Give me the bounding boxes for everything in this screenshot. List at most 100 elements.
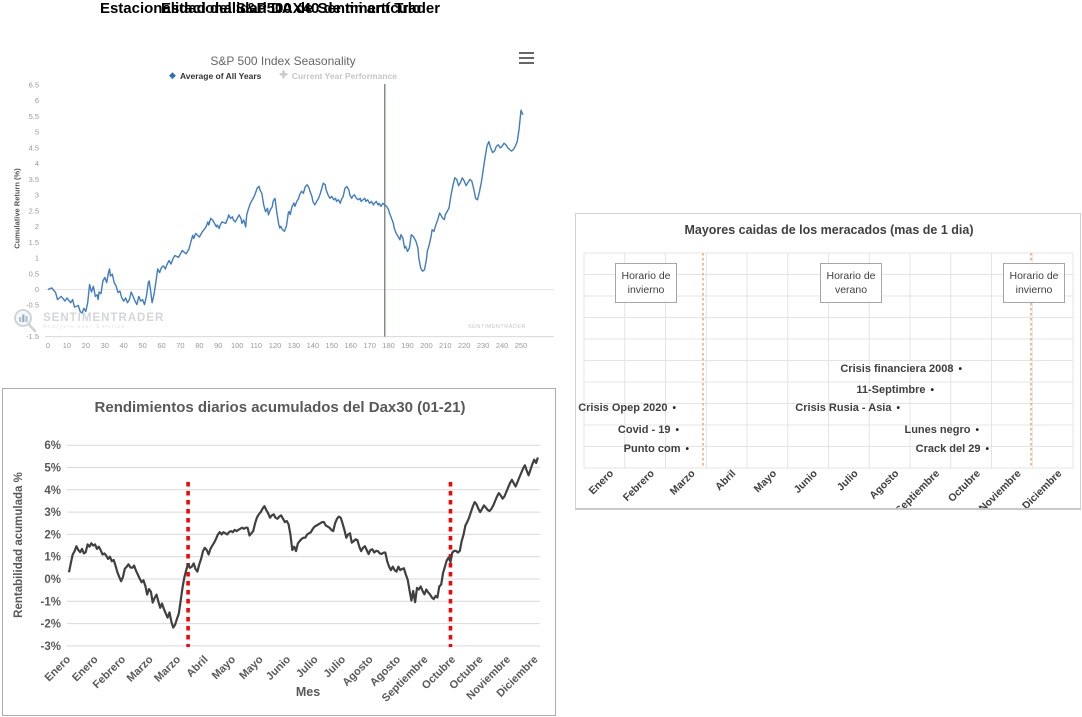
svg-text:200: 200 — [420, 341, 433, 350]
svg-text:170: 170 — [363, 341, 376, 350]
chart-menu-hamburger-icon[interactable] — [519, 52, 534, 64]
watermark-brand-text: SENTIMENTRADER — [43, 312, 165, 324]
crashes-month-label: Noviembre — [977, 468, 1024, 508]
crash-event-label: Covid - 19 — [617, 424, 671, 436]
crash-event-lunes-negro: Lunes negro • — [904, 424, 979, 436]
svg-text:130: 130 — [288, 341, 301, 350]
svg-text:240: 240 — [496, 341, 509, 350]
crash-event-label: Crisis financiera 2008 — [840, 363, 954, 375]
crashes-month-label: Agosto — [867, 468, 901, 502]
dax-month-label: Marzo — [125, 653, 156, 684]
sp500-chart-title: S&P 500 Index Seasonality — [210, 54, 356, 68]
magnifier-icon — [14, 309, 37, 333]
event-dot-icon: • — [672, 403, 676, 414]
svg-text:0.5: 0.5 — [29, 269, 39, 278]
season-box-horario-de-invierno: Horario de invierno — [615, 263, 677, 303]
dax-x-axis-label: Mes — [295, 685, 321, 699]
crashes-month-label: Julio — [835, 468, 861, 494]
dax-section-heading: Estacionalidad DAX40 de mi artículo — [160, 0, 422, 17]
crash-event-label: Crisis Rusia - Asia — [795, 402, 892, 414]
svg-text:220: 220 — [458, 341, 471, 350]
average-of-all-years-line — [47, 109, 524, 314]
crash-event-crack-del-29: Crack del 29 • — [916, 443, 989, 455]
crash-event-covid-19: Covid - 19 • — [618, 424, 679, 436]
dax-axes: 6%5%4%3%2%1%0%-1%-2%-3%EneroEneroFebrero… — [41, 440, 541, 704]
crash-event-label: Crack del 29 — [915, 443, 981, 455]
legend-item-average-of-all-years[interactable]: ◆ Average of All Years — [169, 70, 261, 81]
svg-text:1.5: 1.5 — [29, 238, 39, 247]
svg-text:1%: 1% — [44, 552, 61, 564]
svg-text:6.5: 6.5 — [29, 81, 39, 90]
svg-text:5.5: 5.5 — [29, 112, 39, 121]
sp500-plot-area: 6.5 6 5.5 5 4.5 4 3.5 3 2.5 2 1.5 1 0.5 0 -0.5 -1.5 0 10 2… — [26, 81, 554, 350]
crashes-month-label: Octubre — [946, 468, 983, 505]
svg-text:-2%: -2% — [41, 619, 61, 631]
crash-event-crisis-rusia-asia: Crisis Rusia - Asia • — [795, 402, 900, 414]
svg-text:120: 120 — [269, 341, 282, 350]
watermark-tagline-text: Analysis over Emotion — [43, 324, 127, 330]
svg-text:2%: 2% — [44, 529, 61, 541]
svg-text:5%: 5% — [44, 463, 61, 475]
svg-text:-3%: -3% — [41, 641, 61, 653]
crashes-month-label: Septiembre — [893, 468, 942, 508]
svg-text:0: 0 — [46, 341, 50, 350]
dax-chart-panel: Rendimientos diarios acumulados del Dax3… — [2, 388, 556, 716]
svg-text:4: 4 — [35, 159, 39, 168]
svg-text:6%: 6% — [44, 440, 61, 452]
svg-text:210: 210 — [439, 341, 452, 350]
svg-text:100: 100 — [231, 341, 244, 350]
dax-month-label: Julio — [294, 653, 321, 680]
crashes-month-label: Abril — [713, 468, 738, 493]
svg-text:0: 0 — [35, 285, 39, 294]
hamburger-bar — [519, 56, 534, 60]
sp500-section-heading: Estacionalidad del S&P500 de Sentiment T… — [99, 0, 441, 17]
crashes-month-label: Febrero — [621, 468, 657, 504]
svg-text:250: 250 — [515, 341, 528, 350]
svg-text:30: 30 — [101, 341, 109, 350]
svg-text:10: 10 — [63, 341, 71, 350]
svg-text:20: 20 — [82, 341, 90, 350]
svg-text:3%: 3% — [44, 507, 61, 519]
crashes-month-label: Enero — [587, 468, 617, 498]
market-crashes-panel: Mayores caidas de los meracados (mas de … — [575, 213, 1081, 510]
legend-item-current-year-performance[interactable]: ✚ Current Year Performance — [279, 70, 397, 81]
svg-text:150: 150 — [326, 341, 339, 350]
event-dot-icon: • — [930, 385, 934, 396]
event-dot-icon: • — [685, 444, 689, 455]
hamburger-bar — [519, 52, 534, 55]
svg-text:70: 70 — [176, 341, 184, 350]
dax-month-label: Enero — [43, 653, 74, 684]
crashes-month-label: Diciembre — [1020, 468, 1065, 508]
season-box-horario-de-verano: Horario de verano — [820, 263, 882, 303]
svg-text:80: 80 — [195, 341, 203, 350]
svg-text:180: 180 — [382, 341, 395, 350]
svg-text:-1%: -1% — [41, 596, 61, 608]
crashes-month-label: Junio — [792, 468, 820, 496]
svg-text:160: 160 — [344, 341, 357, 350]
crash-event-crisis-opep-2020: Crisis Opep 2020 • — [578, 402, 676, 414]
dax-month-label: Mayo — [210, 653, 239, 682]
event-dot-icon: • — [896, 403, 900, 414]
event-dot-icon: • — [675, 425, 679, 436]
svg-text:230: 230 — [477, 341, 490, 350]
svg-text:140: 140 — [307, 341, 320, 350]
svg-text:5: 5 — [35, 128, 39, 137]
diamond-marker-icon: ◆ — [169, 70, 176, 80]
crash-event-crisis-financiera-2008: Crisis financiera 2008 • — [840, 363, 962, 375]
corner-brand-text: SENTIMENTRADER — [467, 324, 526, 330]
crash-event-label: Lunes negro — [904, 424, 971, 436]
crash-event-label: Crisis Opep 2020 — [578, 402, 668, 414]
dax-month-label: Junio — [264, 653, 293, 682]
event-dot-icon: • — [985, 444, 989, 455]
dax-chart-title: Rendimientos diarios acumulados del Dax3… — [94, 399, 466, 416]
dax-month-label: Mayo — [237, 653, 266, 682]
dax-month-label: Abril — [184, 654, 210, 680]
svg-text:4%: 4% — [44, 485, 61, 497]
svg-text:2: 2 — [35, 222, 39, 231]
svg-text:6: 6 — [35, 96, 39, 105]
crash-event-11-septimbre: 11-Septimbre • — [856, 384, 934, 396]
plus-marker-icon: ✚ — [279, 70, 288, 81]
dax-month-label: Marzo — [152, 653, 183, 684]
svg-text:110: 110 — [250, 341, 262, 350]
crashes-month-label: Marzo — [668, 468, 698, 498]
